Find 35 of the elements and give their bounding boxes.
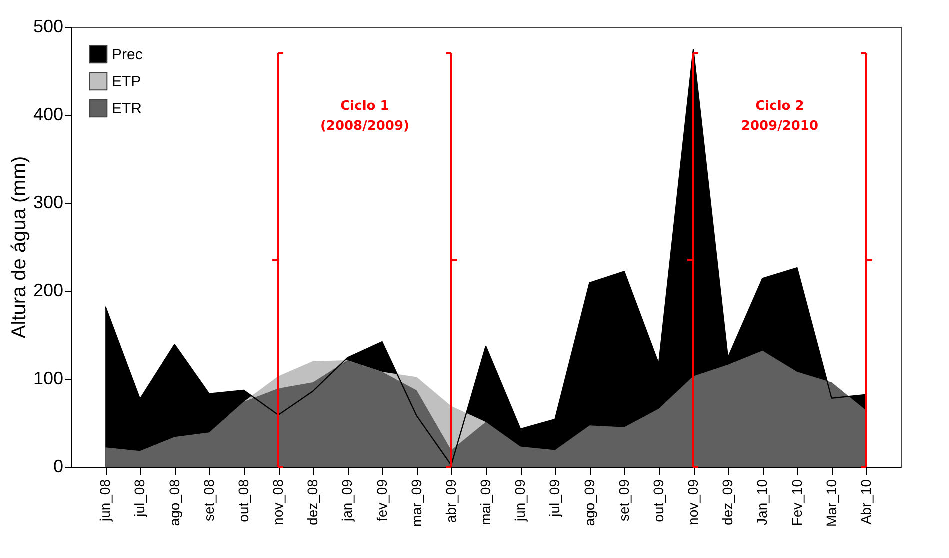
x-tick-label: Jan_10 (754, 479, 770, 526)
legend-label: Prec (112, 46, 144, 64)
x-tick-label: Mar_10 (823, 479, 840, 527)
x-tick-label: abr_09 (442, 479, 459, 524)
x-tick-label: mar_09 (408, 479, 424, 527)
x-tick-label: dez_09 (720, 479, 736, 526)
x-tick-label: jan_09 (339, 479, 356, 523)
x-tick-label: out_09 (650, 479, 666, 522)
legend-label: ETP (112, 74, 142, 90)
y-tick-label: 200 (33, 280, 64, 300)
x-tick-label: set_09 (616, 479, 632, 522)
x-tick-label: jun_09 (512, 479, 528, 523)
x-tick-label: jul_09 (546, 479, 563, 518)
y-axis-title: Altura de água (mm) (8, 156, 30, 339)
x-tick-label: mai_09 (478, 479, 494, 526)
y-tick-label: 0 (53, 456, 64, 476)
y-tick-label: 300 (33, 192, 64, 212)
x-tick-label: set_08 (200, 479, 217, 522)
x-tick-label: dez_08 (304, 479, 321, 526)
y-tick-label: 400 (33, 104, 64, 124)
x-tick-label: jun_08 (97, 479, 114, 523)
y-tick-label: 500 (33, 16, 64, 36)
x-tick-label: out_08 (235, 479, 252, 522)
x-tick-label: nov_08 (270, 479, 286, 526)
annotation: Ciclo 1 (2008/2009) (320, 99, 410, 134)
x-tick-label: Abr_10 (858, 479, 874, 525)
x-tick-label: ago_09 (581, 479, 598, 526)
x-tick-label: Fev_10 (788, 479, 805, 526)
legend-label: ETR (112, 100, 142, 118)
x-tick-label: fev_09 (374, 479, 390, 522)
x-tick-label: ago_08 (166, 479, 182, 526)
y-tick-label: 100 (33, 368, 64, 388)
x-tick-label: jul_08 (132, 479, 148, 518)
x-tick-label: nov_09 (685, 479, 701, 526)
annotation: Ciclo 2 2009/2010 (741, 99, 819, 134)
